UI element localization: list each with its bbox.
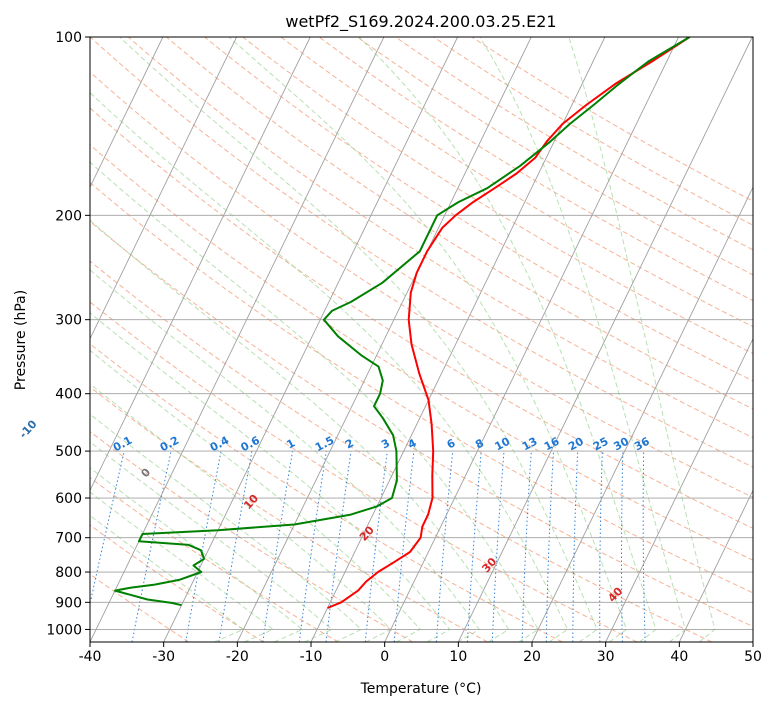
isotherm-line (457, 37, 753, 642)
x-tick-label: 20 (523, 649, 541, 665)
dry-adiabat-line (166, 37, 753, 410)
mixing-ratio-label: 20 (566, 435, 586, 454)
isotherm-line (531, 186, 753, 642)
mixing-ratio-line (393, 451, 415, 642)
mixing-ratio-line (298, 451, 327, 642)
isotherm-line (310, 37, 606, 642)
dry-adiabat-line (90, 144, 753, 561)
y-tick-label: 700 (55, 531, 82, 547)
dry-adiabat-line (128, 37, 753, 439)
dry-adiabat-line (90, 476, 339, 642)
isotherm-line (90, 37, 237, 340)
mixing-ratio-label: 30 (611, 435, 631, 454)
isotherm-line (163, 37, 458, 642)
x-tick-label: 10 (449, 649, 467, 665)
dry-adiabat-line (471, 37, 753, 202)
x-tick-label: 50 (744, 649, 762, 665)
mixing-ratio-label: 25 (591, 435, 611, 454)
dry-adiabat-line (357, 37, 753, 276)
dry-adiabat-line (318, 37, 753, 302)
dry-adiabat-line (90, 386, 488, 642)
dry-adiabat-line (90, 301, 638, 642)
mixing-ratio-line (435, 451, 454, 642)
x-axis-label: Temperature (°C) (360, 681, 482, 697)
y-tick-label: 600 (55, 491, 82, 507)
y-tick-label: 500 (55, 444, 82, 460)
y-tick-label: 900 (55, 595, 82, 611)
mixing-ratio-label: 36 (632, 435, 652, 454)
x-tick-label: 30 (597, 649, 615, 665)
isotherm-line (678, 489, 753, 642)
dry-adiabat-line (242, 37, 753, 355)
isotherm-line (236, 37, 532, 642)
y-tick-label: 400 (55, 387, 82, 403)
dewpoint-profile-line (114, 37, 691, 607)
mixing-ratio-line (262, 451, 294, 642)
isotherm-line (384, 37, 679, 642)
dry-adiabat-line (433, 37, 753, 226)
sounding-profiles (114, 37, 691, 609)
y-tick-label: 800 (55, 565, 82, 581)
dry-adiabat-line (90, 430, 414, 642)
x-tick-label: 40 (670, 649, 688, 665)
mixing-ratio-label: 13 (520, 435, 540, 454)
y-axis-label: Pressure (hPa) (13, 290, 29, 390)
x-tick-label: -30 (152, 649, 175, 665)
axis-ticks: -40 -30 -20 -10 0 10 20 30 40 50 1000 900 800 700 600 5… (46, 30, 762, 665)
mixing-ratio-line (131, 450, 172, 642)
isotherm-line (90, 37, 164, 189)
x-tick-label: -20 (226, 649, 249, 665)
x-tick-label: -40 (79, 649, 102, 665)
dry-adiabat-line (204, 37, 753, 382)
y-tick-label: 300 (55, 313, 82, 329)
mixing-ratio-label: 10 (493, 435, 513, 454)
mixing-ratio-line (364, 451, 388, 642)
y-tick-label: 200 (55, 208, 82, 224)
y-tick-label: 1000 (46, 622, 82, 638)
chart-title: wetPf2_S169.2024.200.03.25.E21 (285, 12, 556, 32)
x-tick-label: -10 (300, 649, 323, 665)
x-tick-label: 0 (380, 649, 389, 665)
moist-adiabat-line (119, 37, 598, 642)
isotherm-line (90, 37, 311, 492)
dry-adiabat-line (90, 343, 563, 642)
dry-adiabat-line (90, 37, 753, 468)
plot-frame (89, 36, 754, 643)
mixing-ratio-line (325, 451, 352, 642)
mixing-ratio-label: 16 (542, 435, 562, 454)
dry-adiabat-line (90, 260, 712, 642)
y-tick-label: 100 (55, 30, 82, 46)
